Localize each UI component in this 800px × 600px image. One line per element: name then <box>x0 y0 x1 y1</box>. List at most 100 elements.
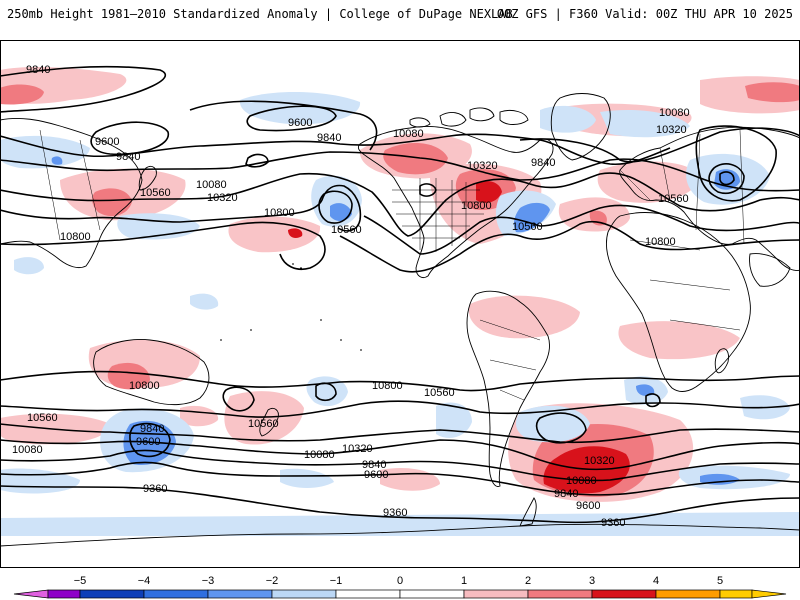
contour-label: 10320 <box>584 455 615 467</box>
colorbar-tick: 4 <box>653 575 659 587</box>
south-america-coast <box>466 290 551 487</box>
colorbar-tick: −4 <box>138 575 151 587</box>
height-contours <box>0 65 800 524</box>
contour-label: 10560 <box>331 224 362 236</box>
colorbar-swatch <box>655 589 721 599</box>
contour-label: 10800 <box>645 236 676 248</box>
contour-10800-nh <box>0 220 800 273</box>
contour-label: 10080 <box>196 179 227 191</box>
contour-label: 9840 <box>140 423 164 435</box>
model-run-info: 00Z GFS | F360 Valid: 00Z THU APR 10 202… <box>496 7 793 21</box>
colorbar-swatches <box>13 589 787 599</box>
contour-closed-sh-4 <box>315 382 337 402</box>
colorbar-tick-labels: −5 −4 −3 −2 −1 0 1 2 3 4 5 <box>74 575 723 587</box>
contour-9360-sh <box>0 485 800 524</box>
contour-label: 9600 <box>364 469 388 481</box>
contour-label: 9360 <box>143 483 167 495</box>
contour-9840-nh <box>0 65 800 163</box>
contour-label: 10320 <box>656 124 687 136</box>
colorbar-swatch <box>591 589 657 599</box>
contour-label: 9840 <box>362 459 386 471</box>
contour-10080-sh <box>0 439 800 471</box>
contour-label: 10320 <box>207 192 238 204</box>
contour-label: 9600 <box>136 436 160 448</box>
africa-coast <box>605 212 751 392</box>
contour-9840-sh <box>0 449 800 482</box>
colorbar-swatch <box>399 589 465 599</box>
contour-label: 10800 <box>129 380 160 392</box>
colorbar-swatch <box>335 589 401 599</box>
contour-9600-sh <box>0 461 800 496</box>
contour-label: 10320 <box>467 160 498 172</box>
contour-closed-sh-2 <box>535 412 587 444</box>
contour-10560-nh <box>0 184 800 255</box>
contour-label: 10080 <box>393 128 424 140</box>
contour-label: 10800 <box>461 200 492 212</box>
contour-10080-nh <box>0 151 800 192</box>
contour-closed-sh-1 <box>222 386 255 412</box>
antarctica-coast <box>0 523 800 568</box>
colorbar-tick: −1 <box>330 575 343 587</box>
contour-label: 10800 <box>372 380 403 392</box>
contour-label: 9360 <box>601 517 625 529</box>
anomaly-shading <box>0 67 800 536</box>
contour-label: 9840 <box>554 488 578 500</box>
contour-label: 9600 <box>288 117 312 129</box>
contour-label: 9840 <box>317 132 341 144</box>
contour-label: 10800 <box>264 207 295 219</box>
contour-closed-sh-3 <box>645 393 661 408</box>
contour-label: 10560 <box>512 221 543 233</box>
coastlines <box>0 93 800 568</box>
arctic-islands <box>409 107 529 128</box>
map-header: 250mb Height 1981–2010 Standardized Anom… <box>0 0 800 30</box>
colorbar-tick: 3 <box>589 575 595 587</box>
map-title: 250mb Height 1981–2010 Standardized Anom… <box>7 7 513 21</box>
colorbar-swatch <box>527 589 593 599</box>
colorbar-swatch <box>463 589 529 599</box>
contour-label: 10080 <box>304 449 335 461</box>
contour-label: 10560 <box>140 187 171 199</box>
contour-label: 10560 <box>658 193 689 205</box>
contour-label: 9600 <box>95 136 119 148</box>
asia-west-coast <box>0 117 143 269</box>
contour-10800-sh <box>0 370 800 392</box>
contour-label: 10320 <box>342 443 373 455</box>
colorbar-tick: 1 <box>461 575 467 587</box>
contour-label: 9840 <box>26 64 50 76</box>
new-zealand-coast <box>259 407 279 437</box>
pacific-islands <box>220 263 362 351</box>
australia-coast <box>93 339 210 406</box>
country-borders <box>39 129 745 401</box>
colorbar-tick: 5 <box>717 575 723 587</box>
contour-10320-nh <box>0 172 800 237</box>
north-america-coast <box>357 125 554 279</box>
contour-label: 10560 <box>424 387 455 399</box>
anomaly-map: 9840 9600 9840 10560 10080 10320 10800 1… <box>0 40 800 568</box>
contour-labels: 9840 9600 9840 10560 10080 10320 10800 1… <box>12 64 690 529</box>
colorbar-tick: −3 <box>202 575 215 587</box>
contour-label: 10560 <box>27 412 58 424</box>
colorbar-tick: −5 <box>74 575 87 587</box>
contour-closed-sh-5 <box>129 422 171 458</box>
madagascar-coast <box>714 348 729 374</box>
contour-label: 10560 <box>248 418 279 430</box>
contour-label: 9600 <box>576 500 600 512</box>
contour-10560-sh <box>0 400 800 418</box>
contour-label: 9360 <box>383 507 407 519</box>
colorbar-swatch <box>47 589 81 599</box>
greenland-coast <box>550 93 611 161</box>
contour-9840-mid <box>0 133 671 166</box>
colorbar-swatch <box>719 589 753 599</box>
colorbar-swatch <box>143 589 209 599</box>
contour-label: 9840 <box>531 157 555 169</box>
eurasia-coast <box>619 126 800 271</box>
colorbar-swatch <box>271 589 337 599</box>
contour-label: 9840 <box>116 151 140 163</box>
contour-label: 10800 <box>60 231 91 243</box>
colorbar-extend-max <box>751 589 787 599</box>
arabia-coast <box>749 253 791 287</box>
japan-coast <box>138 165 157 191</box>
contour-10320-sh <box>0 423 800 444</box>
contour-label: 10080 <box>659 107 690 119</box>
colorbar-tick: 0 <box>397 575 403 587</box>
